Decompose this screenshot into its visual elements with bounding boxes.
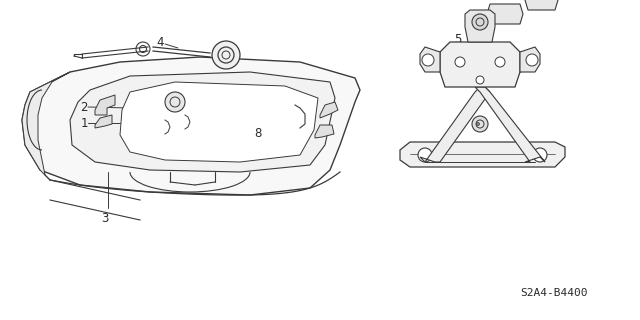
Polygon shape (70, 72, 335, 172)
Text: 2: 2 (80, 100, 88, 114)
Text: 3: 3 (101, 212, 109, 225)
Circle shape (165, 92, 185, 112)
Text: 1: 1 (80, 116, 88, 130)
Polygon shape (475, 87, 545, 162)
Polygon shape (420, 47, 440, 72)
Text: 7: 7 (454, 67, 461, 79)
Text: 6: 6 (511, 55, 519, 68)
Polygon shape (320, 102, 338, 118)
Circle shape (455, 57, 465, 67)
Text: S2A4-B4400: S2A4-B4400 (520, 288, 588, 298)
Text: 8: 8 (254, 126, 262, 140)
Circle shape (422, 54, 434, 66)
Circle shape (476, 76, 484, 84)
Polygon shape (95, 115, 112, 128)
Polygon shape (400, 142, 565, 167)
Circle shape (418, 148, 432, 162)
Circle shape (495, 57, 505, 67)
Polygon shape (95, 95, 115, 115)
Circle shape (212, 41, 240, 69)
Circle shape (472, 116, 488, 132)
Text: 4: 4 (156, 36, 164, 49)
Polygon shape (520, 47, 540, 72)
Circle shape (472, 14, 488, 30)
Polygon shape (465, 10, 495, 42)
Circle shape (533, 148, 547, 162)
Polygon shape (120, 82, 318, 162)
Polygon shape (22, 72, 70, 180)
Polygon shape (22, 57, 360, 195)
Circle shape (477, 123, 479, 125)
Polygon shape (420, 87, 490, 162)
Circle shape (136, 119, 146, 129)
Circle shape (526, 54, 538, 66)
Polygon shape (315, 125, 334, 138)
Text: 5: 5 (454, 33, 461, 45)
Polygon shape (440, 42, 520, 87)
Polygon shape (487, 4, 523, 24)
Polygon shape (525, 0, 558, 10)
